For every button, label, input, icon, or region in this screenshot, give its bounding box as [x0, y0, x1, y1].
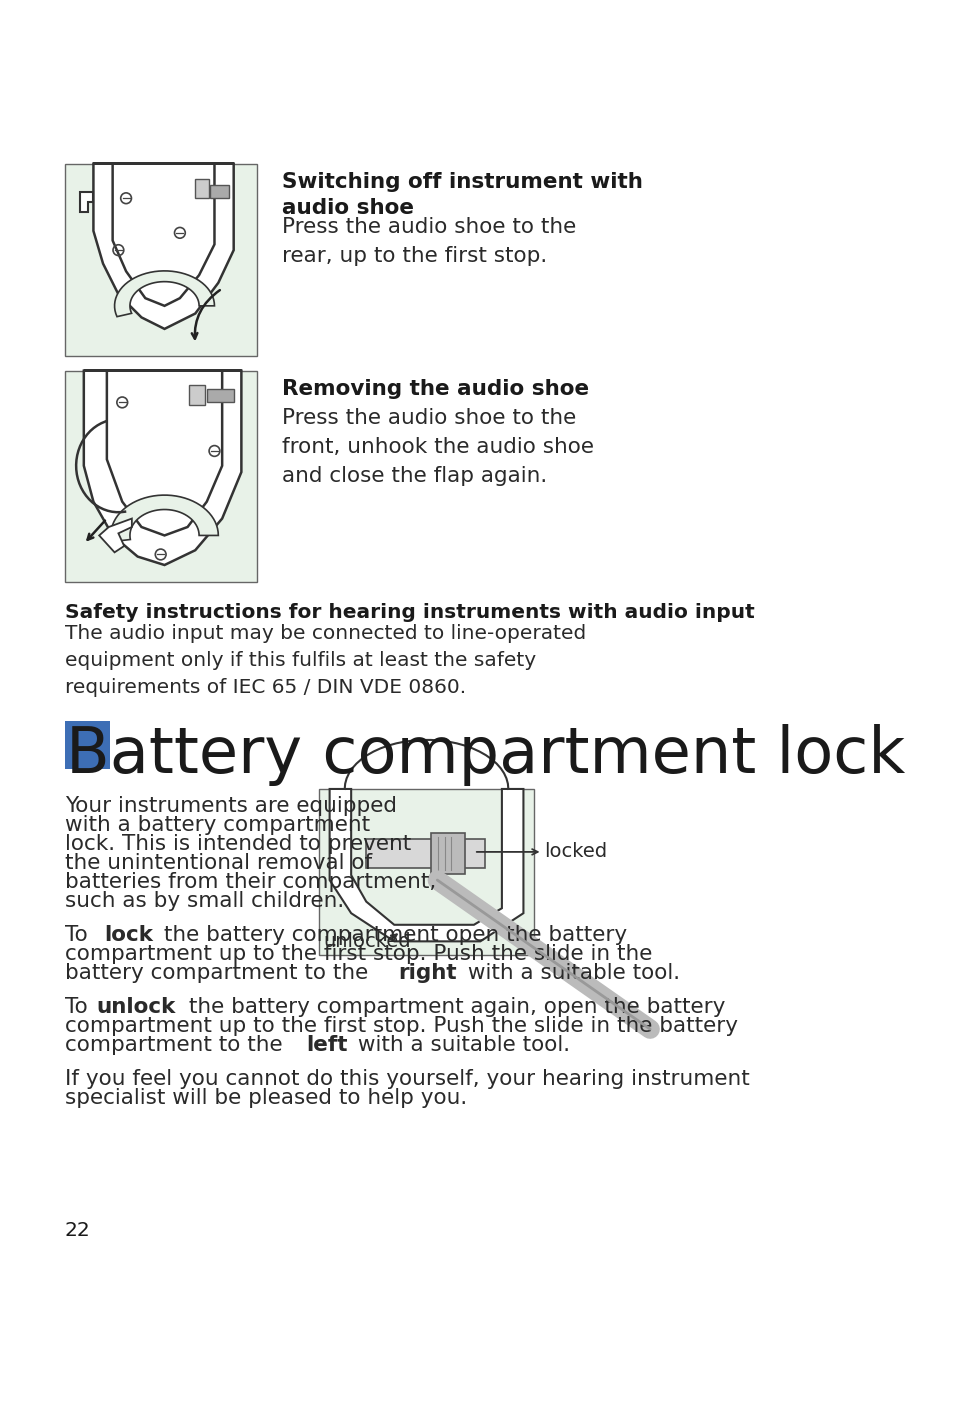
Bar — [190, 386, 205, 404]
Text: Switching off instrument with
audio shoe: Switching off instrument with audio shoe — [281, 171, 641, 218]
Text: The audio input may be connected to line-operated
equipment only if this fulfils: The audio input may be connected to line… — [65, 625, 585, 696]
Text: Press the audio shoe to the
front, unhook the audio shoe
and close the flap agai: Press the audio shoe to the front, unhoo… — [281, 409, 593, 486]
Text: Removing the audio shoe: Removing the audio shoe — [281, 379, 588, 399]
Bar — [65, 371, 256, 581]
Polygon shape — [111, 496, 218, 542]
Text: the battery compartment again, open the battery: the battery compartment again, open the … — [182, 997, 724, 1016]
Polygon shape — [84, 371, 241, 564]
Bar — [65, 164, 256, 355]
Text: the unintentional removal of: the unintentional removal of — [65, 852, 372, 873]
Text: unlock: unlock — [96, 997, 175, 1016]
Text: such as by small children.: such as by small children. — [65, 890, 343, 911]
Bar — [366, 838, 484, 869]
Polygon shape — [114, 271, 214, 317]
Text: lock: lock — [104, 925, 152, 945]
Text: right: right — [397, 963, 456, 983]
Text: with a suitable tool.: with a suitable tool. — [351, 1035, 569, 1054]
Text: Your instruments are equipped: Your instruments are equipped — [65, 796, 396, 816]
Text: compartment to the: compartment to the — [65, 1035, 289, 1054]
Text: unlocked: unlocked — [323, 932, 410, 951]
Text: left: left — [306, 1035, 347, 1054]
Text: 22: 22 — [65, 1221, 91, 1240]
Polygon shape — [80, 192, 93, 212]
Bar — [318, 789, 534, 955]
Text: To: To — [65, 997, 94, 1016]
Text: batteries from their compartment,: batteries from their compartment, — [65, 872, 436, 892]
Bar — [65, 722, 110, 769]
Polygon shape — [99, 518, 132, 552]
Text: Press the audio shoe to the
rear, up to the first stop.: Press the audio shoe to the rear, up to … — [281, 218, 576, 267]
Bar — [195, 180, 209, 198]
Text: Safety instructions for hearing instruments with audio input: Safety instructions for hearing instrume… — [65, 602, 754, 622]
Bar — [210, 185, 229, 198]
Text: Battery compartment lock: Battery compartment lock — [66, 724, 904, 786]
Bar — [207, 389, 233, 403]
Text: battery compartment to the: battery compartment to the — [65, 963, 375, 983]
Text: compartment up to the first stop. Push the slide in the: compartment up to the first stop. Push t… — [65, 943, 651, 963]
Text: with a suitable tool.: with a suitable tool. — [460, 963, 679, 983]
Text: To: To — [65, 925, 101, 945]
Polygon shape — [330, 789, 523, 941]
Text: locked: locked — [543, 842, 607, 862]
Text: compartment up to the first stop. Push the slide in the battery: compartment up to the first stop. Push t… — [65, 1016, 737, 1036]
Text: lock. This is intended to prevent: lock. This is intended to prevent — [65, 834, 411, 854]
Text: If you feel you cannot do this yourself, your hearing instrument: If you feel you cannot do this yourself,… — [65, 1068, 748, 1090]
Polygon shape — [93, 164, 233, 329]
Text: the battery compartment open the battery: the battery compartment open the battery — [156, 925, 626, 945]
Bar — [431, 833, 464, 875]
Text: with a battery compartment: with a battery compartment — [65, 814, 370, 834]
Text: specialist will be pleased to help you.: specialist will be pleased to help you. — [65, 1088, 466, 1108]
